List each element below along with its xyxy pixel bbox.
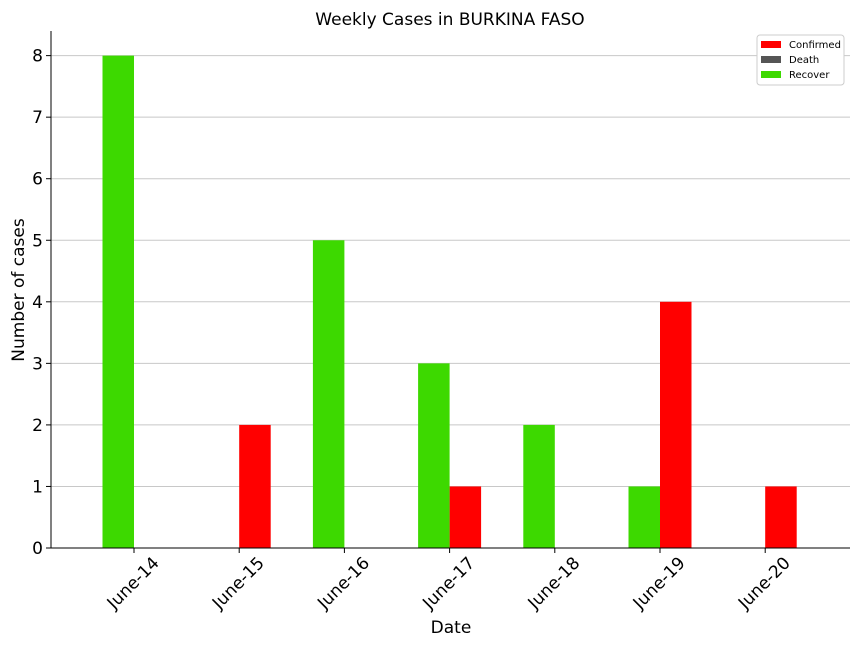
legend-swatch-confirmed: [761, 41, 781, 48]
bar-confirmed-june-20: [765, 486, 797, 548]
bar-recover-june-14: [102, 55, 134, 548]
legend-label-confirmed: Confirmed: [789, 40, 841, 51]
bar-confirmed-june-17: [449, 486, 482, 548]
legend-swatch-recover: [761, 71, 781, 78]
bar-recover-june-19: [628, 486, 660, 548]
y-tick-label: 7: [32, 108, 43, 128]
x-tick-label: June-14: [103, 553, 164, 614]
y-tick-label: 0: [32, 539, 43, 559]
y-axis-label: Number of cases: [9, 218, 29, 362]
y-ticks: 0 1 2 3 4 5 6 7 8: [32, 47, 51, 559]
bar-recover-june-17: [418, 363, 450, 548]
x-tick-label: June-19: [629, 553, 690, 614]
y-tick-label: 4: [32, 293, 43, 313]
chart-title: Weekly Cases in BURKINA FASO: [315, 10, 584, 30]
y-tick-label: 2: [32, 416, 43, 436]
bar-recover-june-18: [523, 424, 555, 548]
legend-label-recover: Recover: [789, 70, 830, 81]
y-tick-label: 3: [32, 354, 43, 374]
y-tick-label: 5: [32, 231, 43, 251]
bar-recover-june-16: [312, 240, 345, 548]
axes: [50, 31, 850, 549]
bars: [102, 55, 797, 548]
x-tick-label: June-16: [313, 553, 374, 614]
y-tick-label: 8: [32, 47, 43, 67]
bar-confirmed-june-15: [239, 424, 271, 548]
x-axis-label: Date: [431, 618, 472, 638]
y-tick-label: 1: [32, 477, 43, 497]
y-tick-label: 6: [32, 170, 43, 190]
x-tick-label: June-17: [418, 553, 479, 614]
legend: Confirmed Death Recover: [756, 34, 845, 86]
bar-confirmed-june-19: [660, 301, 692, 548]
legend-label-death: Death: [789, 55, 819, 66]
x-tick-label: June-15: [208, 553, 269, 614]
gridlines: [51, 55, 850, 487]
legend-swatch-death: [761, 56, 781, 63]
x-tick-label: June-18: [524, 553, 585, 614]
x-tick-label: June-20: [734, 553, 795, 614]
x-ticks: June-14 June-15 June-16 June-17 June-18 June-…: [103, 548, 795, 614]
